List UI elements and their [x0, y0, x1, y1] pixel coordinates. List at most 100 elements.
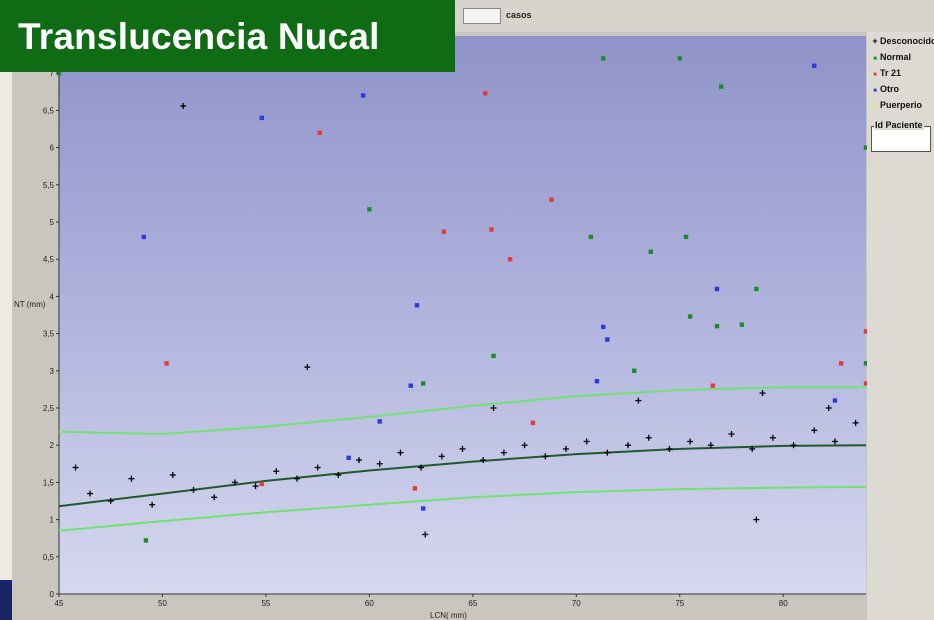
point-otro-12 [420, 506, 426, 511]
scatter-chart: 0 0,5 1 1,5 2 2,5 3 3,5 4 4,5 5 5,5 6 6,5 7 45 50 55 60 65… [14, 36, 867, 620]
y-tick-label-11: 5,5 [43, 181, 55, 190]
point-desconocido-15 [293, 475, 300, 482]
point-desconocido-21 [418, 464, 425, 471]
title-banner: Translucencia Nucal [0, 0, 455, 72]
point-otro-5 [601, 324, 606, 330]
point-desconocido-23 [459, 445, 466, 452]
x-tick-label-2: 55 [261, 599, 270, 608]
point-desconocido-45 [759, 390, 766, 397]
point-desconocido-8 [149, 501, 156, 508]
point-tr21-3 [489, 227, 494, 232]
point-desconocido-9 [169, 471, 176, 478]
x-tick-label-6: 75 [675, 599, 684, 608]
point-desconocido-35 [707, 442, 714, 449]
point-desconocido-5 [87, 490, 94, 497]
point-desconocido-29 [583, 438, 590, 445]
point-desconocido-31 [625, 442, 632, 449]
x-tick-label-1: 50 [158, 599, 167, 608]
x-tick-label-3: 60 [365, 599, 374, 608]
point-desconocido-39 [790, 442, 797, 449]
point-desconocido-6 [107, 498, 114, 504]
x-axis-label: LCN( mm) [430, 611, 467, 620]
y-tick-label-8: 4 [50, 292, 55, 301]
x-tick-label-5: 70 [572, 599, 581, 608]
point-otro-10 [377, 419, 382, 424]
point-desconocido-20 [397, 449, 404, 456]
point-desconocido-44 [635, 397, 642, 404]
point-normal-10 [714, 323, 720, 329]
legend-item-tr21: ■ Tr 21 [871, 68, 901, 78]
y-tick-label-1: 0,5 [43, 553, 55, 562]
point-desconocido-12 [231, 479, 238, 486]
point-otro-11 [346, 455, 351, 461]
point-desconocido-42 [852, 419, 859, 426]
point-desconocido-38 [769, 434, 776, 441]
y-tick-label-7: 3,5 [43, 330, 55, 339]
y-tick-label-12: 6 [50, 144, 55, 153]
point-tr21-5 [549, 197, 554, 202]
point-tr21-8 [412, 486, 418, 491]
page-title: Translucencia Nucal [18, 16, 380, 57]
point-desconocido-33 [666, 445, 673, 452]
point-normal-6 [648, 249, 653, 254]
point-normal-9 [687, 314, 693, 319]
y-tick-label-4: 2 [50, 441, 55, 450]
point-desconocido-27 [542, 453, 549, 460]
y-tick-label-3: 1,5 [43, 478, 55, 487]
point-desconocido-24 [480, 457, 487, 464]
point-normal-12 [491, 353, 496, 359]
point-desconocido-30 [604, 449, 611, 456]
curve-median [58, 444, 867, 508]
plot-area [59, 36, 866, 594]
y-tick-label-2: 1 [50, 516, 55, 525]
point-desconocido-13 [252, 483, 259, 490]
point-otro-1 [259, 115, 264, 121]
point-desconocido-43 [490, 405, 497, 411]
point-desconocido-19 [376, 460, 383, 467]
point-normal-4 [718, 84, 724, 89]
point-normal-16 [143, 538, 149, 543]
legend-item-normal: ■ Normal [871, 52, 911, 62]
x-tick-label-0: 45 [55, 599, 64, 608]
cases-label: casos [506, 10, 532, 20]
point-normal-8 [754, 286, 759, 292]
point-otro-7 [714, 286, 720, 292]
point-desconocido-26 [521, 442, 528, 449]
point-desconocido-34 [687, 438, 694, 445]
legend-marker-otro: ■ [873, 88, 877, 94]
point-desconocido-16 [314, 464, 321, 471]
point-desconocido-28 [562, 445, 569, 452]
point-normal-15 [863, 361, 867, 366]
legend: + Desconocido ■ Normal ■ Tr 21 ■ Otro ■ Puerp… [867, 32, 934, 620]
point-desconocido-32 [645, 434, 652, 441]
x-tick-label-7: 80 [779, 599, 788, 608]
y-tick-label-0: 0 [50, 590, 55, 599]
legend-marker-puerperio: ■ [873, 104, 877, 110]
plot-frame: 0 0,5 1 1,5 2 2,5 3 3,5 4 4,5 5 5,5 6 6,5 7 45 50 55 60 65… [12, 32, 867, 620]
point-desconocido-4 [72, 464, 79, 471]
point-desconocido-41 [831, 438, 838, 445]
point-normal-13 [632, 368, 637, 373]
legend-item-otro: ■ Otro [871, 84, 899, 94]
point-desconocido-36 [728, 431, 735, 438]
point-normal-17 [420, 381, 426, 386]
point-tr21-1 [483, 91, 488, 96]
point-otro-8 [594, 379, 600, 384]
point-normal-11 [739, 322, 745, 327]
legend-label-desconocido: Desconocido [880, 36, 934, 46]
point-tr21-13 [530, 420, 536, 426]
point-otro-3 [812, 63, 817, 68]
legend-label-normal: Normal [880, 52, 912, 62]
point-normal-1 [367, 207, 372, 212]
point-tr21-6 [164, 361, 169, 366]
legend-label-otro: Otro [880, 84, 899, 94]
point-tr21-11 [863, 329, 867, 334]
point-desconocido-7 [128, 475, 135, 482]
point-desconocido-37 [749, 445, 756, 452]
cases-input[interactable] [463, 8, 501, 24]
legend-marker-normal: ■ [873, 56, 877, 62]
curve-upper-percentile [58, 386, 866, 436]
point-desconocido-17 [335, 471, 342, 478]
y-tick-label-5: 2,5 [43, 404, 55, 413]
